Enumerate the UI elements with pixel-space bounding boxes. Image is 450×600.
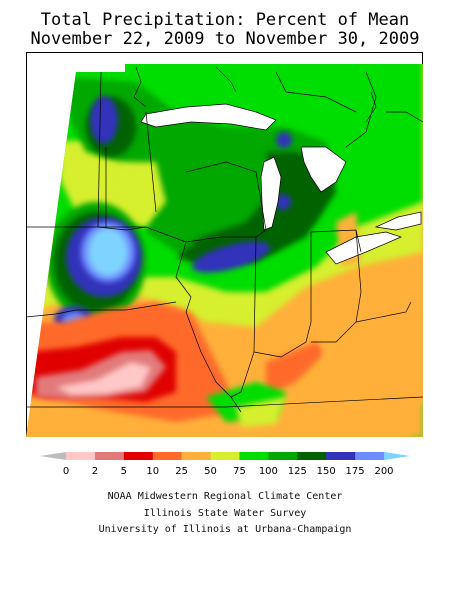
legend-swatch bbox=[326, 452, 356, 460]
legend-tick-label: 25 bbox=[175, 466, 188, 477]
lake-erie bbox=[325, 231, 402, 265]
legend-swatch bbox=[66, 452, 96, 460]
legend-tick-label: 5 bbox=[121, 466, 127, 477]
legend-tick-label: 175 bbox=[346, 466, 365, 477]
legend-tick-label: 2 bbox=[92, 466, 98, 477]
credit-line-1: NOAA Midwestern Regional Climate Center bbox=[107, 491, 343, 502]
legend-swatch bbox=[239, 452, 269, 460]
color-legend: 0 2 5 10 25 50 75 100 125 150 175 200 bbox=[40, 452, 410, 477]
legend-swatch bbox=[297, 452, 327, 460]
credit-line-3: University of Illinois at Urbana-Champai… bbox=[98, 524, 352, 535]
legend-swatch bbox=[94, 452, 125, 460]
legend-tick-label: 10 bbox=[146, 466, 159, 477]
legend-tick-label: 50 bbox=[204, 466, 217, 477]
precipitation-map bbox=[26, 52, 423, 437]
lake-superior bbox=[140, 103, 277, 131]
great-lakes bbox=[140, 103, 422, 265]
legend-arrow-low bbox=[40, 452, 66, 460]
legend-swatch bbox=[210, 452, 240, 460]
legend-swatch bbox=[181, 452, 212, 460]
legend-tick-label: 150 bbox=[317, 466, 336, 477]
legend-tick-label: 100 bbox=[259, 466, 278, 477]
lake-michigan bbox=[260, 156, 282, 231]
legend-tick-label: 0 bbox=[63, 466, 69, 477]
legend-tick-label: 125 bbox=[288, 466, 307, 477]
legend-swatch bbox=[355, 452, 385, 460]
lake-huron bbox=[300, 146, 347, 193]
coastlines bbox=[133, 66, 377, 123]
lake-ontario bbox=[374, 211, 422, 231]
credit-line-2: Illinois State Water Survey bbox=[143, 508, 307, 519]
legend-tick-label: 200 bbox=[374, 466, 393, 477]
legend-tick-label: 75 bbox=[233, 466, 246, 477]
legend-swatch bbox=[152, 452, 183, 460]
state-borders bbox=[26, 71, 423, 413]
legend-swatch bbox=[268, 452, 298, 460]
legend-swatch bbox=[123, 452, 154, 460]
map-subtitle: November 22, 2009 to November 30, 2009 bbox=[30, 29, 420, 49]
legend-arrow-high bbox=[384, 452, 410, 460]
map-title: Total Precipitation: Percent of Mean bbox=[40, 10, 410, 30]
